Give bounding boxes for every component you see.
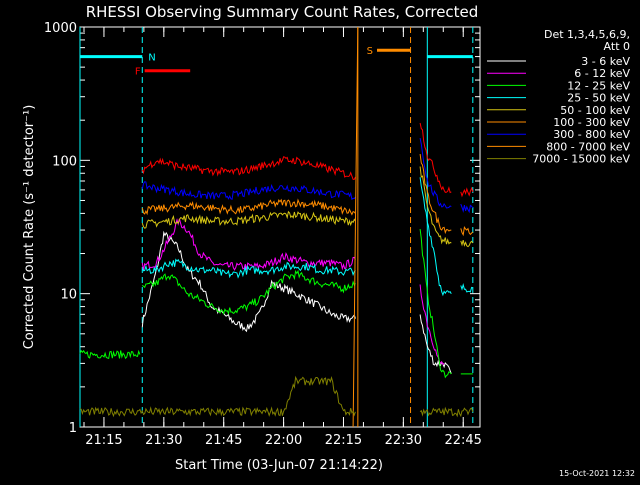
series-line-7000-15000-kev xyxy=(79,375,356,418)
legend-entry-12-25-kev: 12 - 25 keV xyxy=(567,79,630,92)
legend-entry-300-800-kev: 300 - 800 keV xyxy=(553,128,630,141)
series-line-50-100-kev xyxy=(460,239,474,248)
series-line-50-100-kev xyxy=(141,210,356,229)
x-tick-label: 22:15 xyxy=(325,433,362,448)
x-tick-label: 21:30 xyxy=(145,433,182,448)
legend-entry-100-300-kev: 100 - 300 keV xyxy=(553,116,630,129)
legend-entry-3-6-kev: 3 - 6 keV xyxy=(581,55,630,68)
series-line-12-25-kev xyxy=(141,269,356,316)
series-line-800-7000-kev xyxy=(352,26,359,428)
legend-entry-6-12-kev: 6 - 12 keV xyxy=(574,67,630,80)
series-line-7000-15000-kev xyxy=(419,406,474,418)
series-line-100-300-kev xyxy=(141,198,356,216)
x-tick-label: 21:45 xyxy=(205,433,242,448)
series-line-300-800-kev xyxy=(419,138,452,209)
series-line-3-6-kev xyxy=(141,230,356,333)
series-line-3-6-kev xyxy=(419,314,452,375)
plot-area: 1 10 100 1000 21:15 21:30 21:45 22:00 22:15 22:30… xyxy=(44,21,482,448)
y-tick-label: 10 xyxy=(60,288,77,303)
series-line-100-300-kev xyxy=(419,154,452,235)
series-line-unlabeled xyxy=(141,156,356,180)
series-line-25-50-kev xyxy=(419,177,452,297)
series-line-25-50-kev xyxy=(141,258,356,279)
y-axis-label: Corrected Count Rate (s⁻¹ detector⁻¹) xyxy=(22,105,37,350)
series-line-100-300-kev xyxy=(460,226,474,237)
legend-header-line-1: Det 1,3,4,5,6,9, xyxy=(544,28,630,41)
x-axis-label: Start Time (03-Jun-07 21:14:22) xyxy=(175,458,383,473)
x-tick-label: 21:15 xyxy=(85,433,122,448)
plot-frame xyxy=(79,26,481,428)
series-line-6-12-kev xyxy=(419,284,445,366)
series-line-300-800-kev xyxy=(141,181,356,201)
timestamp: 15-Oct-2021 12:32 xyxy=(559,469,635,478)
legend-entry-50-100-kev: 50 - 100 keV xyxy=(560,104,630,117)
series-line-unlabeled xyxy=(460,186,474,198)
legend-entry-25-50-kev: 25 - 50 keV xyxy=(567,92,630,105)
flag-label: N xyxy=(148,53,155,64)
series-line-unlabeled xyxy=(419,122,452,194)
series-line-12-25-kev xyxy=(79,349,141,360)
legend-header-line-2: Att 0 xyxy=(604,40,630,53)
y-tick-label: 1 xyxy=(69,421,77,436)
x-tick-label: 22:00 xyxy=(265,433,302,448)
series-line-300-800-kev xyxy=(460,203,474,214)
legend-entry-800-7000-kev: 800 - 7000 keV xyxy=(546,140,630,153)
x-tick-label: 22:45 xyxy=(444,433,481,448)
flag-label: S xyxy=(367,46,373,57)
x-tick-label: 22:30 xyxy=(385,433,422,448)
legend-entry-7000-15000-kev: 7000 - 15000 keV xyxy=(532,153,630,166)
series-line-25-50-kev xyxy=(460,283,474,293)
series-line-12-25-kev xyxy=(419,229,452,379)
chart-title: RHESSI Observing Summary Count Rates, Co… xyxy=(86,3,479,21)
y-tick-label: 100 xyxy=(52,154,77,169)
series-line-50-100-kev xyxy=(419,166,452,245)
y-tick-label: 1000 xyxy=(44,21,77,36)
flag-label: F xyxy=(135,67,141,78)
